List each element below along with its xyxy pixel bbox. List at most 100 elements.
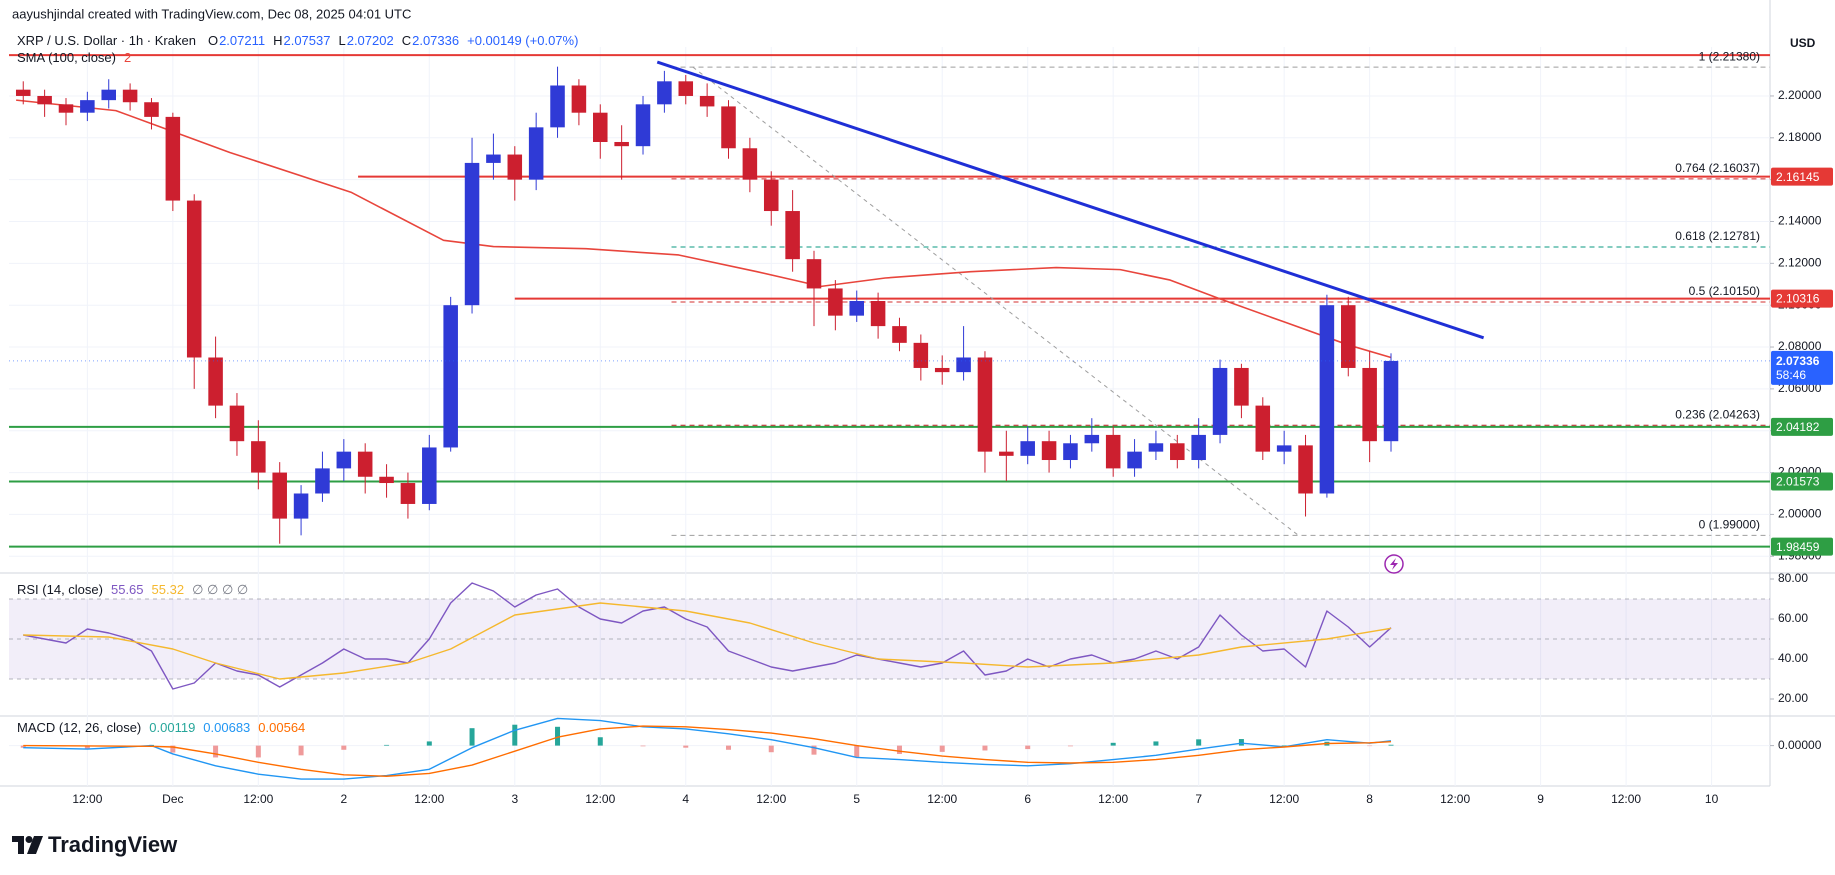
- trendline: [656, 60, 1485, 340]
- histogram-bar: [512, 724, 518, 746]
- last-price-label: 2.07336: [1776, 354, 1820, 368]
- candle-body: [785, 211, 800, 260]
- candle-body: [1255, 405, 1271, 452]
- candle-body: [870, 301, 886, 327]
- candle-body: [1148, 443, 1164, 452]
- fib-label: 0.236 (2.04263): [1675, 407, 1760, 421]
- candle-body: [336, 451, 352, 469]
- histogram-bar: [170, 745, 176, 753]
- level-badge: [1771, 537, 1833, 556]
- candle-body: [892, 326, 907, 343]
- x-tick-label: 12:00: [1269, 792, 1299, 806]
- rsi-extra: ∅ ∅ ∅ ∅: [192, 582, 248, 597]
- histogram-bar: [20, 745, 26, 748]
- candle-body: [828, 288, 843, 316]
- candle-body: [229, 405, 245, 442]
- histogram-bar: [896, 745, 902, 754]
- macd-value: 0.00683: [203, 720, 250, 735]
- indicator-line: [23, 725, 1392, 777]
- x-tick-label: 12:00: [927, 792, 957, 806]
- y-tick-label: 2.18000: [1778, 130, 1822, 144]
- candle-body: [165, 116, 181, 201]
- last-price-badge: [1771, 350, 1833, 385]
- brand-logo: [12, 836, 43, 854]
- level-badge-label: 2.04182: [1776, 420, 1820, 434]
- level-badge-label: 2.01573: [1776, 475, 1820, 489]
- x-tick-label: 12:00: [243, 792, 273, 806]
- candle-body: [1298, 445, 1313, 494]
- macd-hist-value: 0.00119: [149, 720, 195, 735]
- candle-body: [1212, 367, 1228, 435]
- macd-signal-value: 0.00564: [258, 720, 305, 735]
- x-tick-label: 12:00: [72, 792, 102, 806]
- ohlc-value: 2.07537: [283, 33, 330, 48]
- y-tick-label: 40.00: [1778, 651, 1808, 665]
- candle-body: [80, 100, 95, 113]
- candle-body: [58, 104, 74, 113]
- logo-dot: [25, 836, 33, 843]
- histogram-bar: [640, 745, 646, 747]
- rsi-legend: RSI (14, close) 55.65 55.32 ∅ ∅ ∅ ∅: [17, 582, 248, 597]
- histogram-bar: [1110, 742, 1116, 746]
- fib-label: 0.5 (2.10150): [1689, 284, 1760, 298]
- candle-body: [422, 447, 437, 504]
- candle-body: [571, 85, 587, 113]
- histogram-bar: [1367, 745, 1373, 747]
- x-tick-label: 10: [1705, 792, 1719, 806]
- y-tick-label: 2.14000: [1778, 214, 1822, 228]
- candle-body: [593, 112, 608, 142]
- ohlc-value: 2.07336: [412, 33, 459, 48]
- candle-body: [379, 476, 394, 484]
- candle-body: [1191, 434, 1206, 461]
- x-tick-label: 6: [1024, 792, 1031, 806]
- legend-layer: aayushjindal created with TradingView.co…: [12, 6, 1816, 857]
- fib-label: 0.764 (2.16037): [1675, 161, 1760, 175]
- sma-name: SMA (100, close): [17, 50, 116, 65]
- x-tick-label: 12:00: [1611, 792, 1641, 806]
- x-tick-label: 5: [853, 792, 860, 806]
- x-tick-label: Dec: [162, 792, 183, 806]
- candle-body: [763, 179, 779, 212]
- ohlc-label: H: [273, 33, 282, 48]
- fib-label: 0.618 (2.12781): [1675, 229, 1760, 243]
- macd-legend: MACD (12, 26, close) 0.00119 0.00683 0.0056…: [17, 720, 305, 735]
- candle-body: [1127, 451, 1142, 469]
- histogram-bar: [768, 745, 774, 753]
- candle-body: [293, 493, 309, 519]
- level-badge: [1771, 417, 1833, 436]
- y-tick-label: 0.00000: [1778, 738, 1822, 752]
- change: +0.00149 (+0.07%): [467, 33, 578, 48]
- level-badge: [1771, 167, 1833, 186]
- fib-label: 0 (1.99000): [1699, 518, 1760, 532]
- candle-body: [999, 451, 1014, 456]
- logo-t: [12, 836, 24, 854]
- candle-body: [101, 89, 116, 101]
- candle-body: [272, 472, 287, 519]
- ohlc-label: L: [338, 33, 345, 48]
- level-badge: [1771, 289, 1833, 308]
- candle-body: [1341, 305, 1356, 368]
- histogram-bar: [555, 726, 561, 746]
- countdown-label: 58:46: [1776, 368, 1806, 382]
- x-tick-label: 12:00: [585, 792, 615, 806]
- y-tick-label: 60.00: [1778, 611, 1808, 625]
- level-badge-label: 2.10316: [1776, 292, 1820, 306]
- x-tick-label: 8: [1366, 792, 1373, 806]
- candle-body: [528, 127, 544, 180]
- candle-body: [657, 81, 672, 105]
- candle-body: [934, 367, 950, 373]
- candle-body: [186, 200, 202, 358]
- histogram-bar: [597, 737, 603, 746]
- ohlc-label: C: [402, 33, 411, 48]
- plot-layer: 12:00 Dec 12:00 2 12:00 3 12:00 4 12:00 5 12:00 6 12…: [9, 47, 1833, 806]
- histogram-bar: [1025, 745, 1031, 750]
- sma-badge: 2: [124, 50, 131, 65]
- candle-body: [977, 357, 993, 452]
- candle-body: [443, 305, 458, 448]
- candle-body: [1170, 443, 1185, 461]
- symbol: XRP / U.S. Dollar · 1h · Kraken: [17, 33, 196, 48]
- level-badge: [1771, 472, 1833, 491]
- currency: USD: [1790, 36, 1816, 50]
